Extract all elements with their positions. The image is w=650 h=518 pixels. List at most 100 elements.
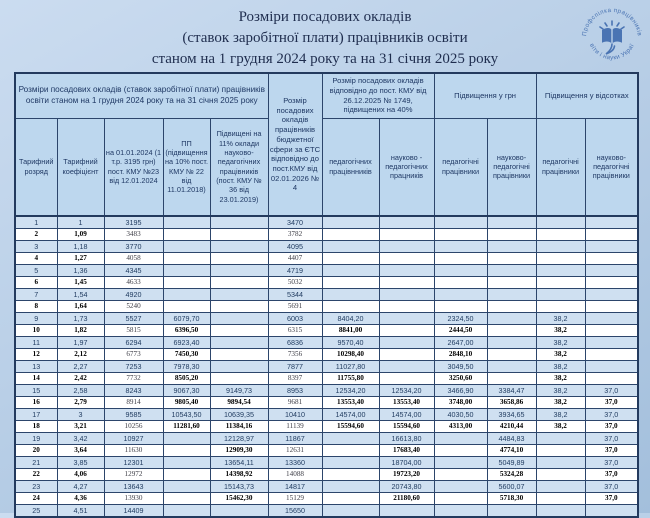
cell: 15143,73 [209, 480, 269, 493]
cell: 37,0 [584, 420, 639, 433]
cell [162, 264, 211, 277]
cell: 5324,28 [486, 468, 537, 481]
cell: 1,27 [56, 252, 105, 265]
cell: 3934,65 [486, 408, 537, 421]
cell: 1,54 [56, 288, 105, 301]
cell: 3,85 [56, 456, 105, 469]
cell [433, 264, 488, 277]
table-row: 10 1,82 5815 6396,50 6315 8841,00 2444,50 38,2 [14, 324, 639, 337]
cell: 2,58 [56, 384, 105, 397]
cell [535, 215, 586, 229]
group-header-kmu1749: Розмір посадових окладів відповідно до п… [321, 72, 435, 119]
cell: 1,82 [56, 324, 105, 337]
cell: 1,09 [56, 228, 105, 241]
cell: 5815 [103, 324, 164, 337]
cell: 6773 [103, 348, 164, 361]
cell [162, 504, 211, 518]
cell [209, 504, 269, 518]
cell: 12 [14, 348, 58, 361]
cell [584, 276, 639, 289]
cell [535, 444, 586, 457]
cell [209, 312, 269, 325]
table-body: 1 1 3195 3470 2 1,09 3483 3782 3 1,18 3770 4095 4 1,2… [14, 215, 639, 518]
cell: 9570,40 [321, 336, 380, 349]
cell: 17683,40 [378, 444, 435, 457]
table-row: 8 1,64 5240 5691 [14, 300, 639, 313]
cell [209, 252, 269, 265]
cell [209, 300, 269, 313]
cell: 11027,80 [321, 360, 380, 373]
table-row: 25 4,51 14409 15650 [14, 504, 639, 518]
cell: 2,79 [56, 396, 105, 409]
cell: 19 [14, 432, 58, 445]
cell [162, 228, 211, 241]
cell [433, 456, 488, 469]
book-flame-icon [599, 20, 625, 55]
cell: 14088 [267, 468, 323, 481]
table-row: 19 3,42 10927 12128,97 11867 16613,80 4484,83 3… [14, 432, 639, 445]
cell: 5049,89 [486, 456, 537, 469]
cell: 3658,86 [486, 396, 537, 409]
cell [378, 276, 435, 289]
cell [162, 252, 211, 265]
cell: 5344 [267, 288, 323, 301]
group-header-row: Розміри посадових окладів (ставок заробі… [14, 72, 639, 217]
cell [321, 504, 380, 518]
cell: 12631 [267, 444, 323, 457]
cell: 38,2 [535, 384, 586, 397]
cell: 1,36 [56, 264, 105, 277]
cell [584, 264, 639, 277]
cell: 38,2 [535, 360, 586, 373]
cell: 37,0 [584, 492, 639, 505]
cell: 3,21 [56, 420, 105, 433]
cell [378, 215, 435, 229]
cell [535, 300, 586, 313]
table-row: 9 1,73 5527 6079,70 6003 8404,20 2324,50 38,2 [14, 312, 639, 325]
cell: 4313,00 [433, 420, 488, 433]
cell [321, 252, 380, 265]
cell: 5240 [103, 300, 164, 313]
cell: 9 [14, 312, 58, 325]
column-header-salary-2024: на 01.01.2024 (1 т.р. 3195 грн) пост. КМ… [103, 117, 164, 217]
cell: 1,73 [56, 312, 105, 325]
cell: 38,2 [535, 312, 586, 325]
cell: 3 [56, 408, 105, 421]
cell: 11384,16 [209, 420, 269, 433]
column-header-uah-ped: педагогічні працівники [433, 117, 488, 217]
cell [162, 288, 211, 301]
cell: 3195 [103, 215, 164, 229]
cell [535, 432, 586, 445]
cell [486, 215, 537, 229]
cell [535, 456, 586, 469]
cell [321, 240, 380, 253]
cell: 11867 [267, 432, 323, 445]
cell: 6923,40 [162, 336, 211, 349]
cell: 10410 [267, 408, 323, 421]
cell [486, 264, 537, 277]
cell [162, 480, 211, 493]
cell: 4719 [267, 264, 323, 277]
cell [162, 240, 211, 253]
table-row: 23 4,27 13643 15143,73 14817 20743,80 5600,07 3… [14, 480, 639, 493]
cell: 1,45 [56, 276, 105, 289]
cell: 10256 [103, 420, 164, 433]
cell: 24 [14, 492, 58, 505]
cell: 4484,83 [486, 432, 537, 445]
cell [486, 348, 537, 361]
cell: 3,42 [56, 432, 105, 445]
cell: 13553,40 [321, 396, 380, 409]
cell [584, 300, 639, 313]
cell [486, 228, 537, 241]
cell: 6294 [103, 336, 164, 349]
cell: 5032 [267, 276, 323, 289]
cell [209, 240, 269, 253]
table-row: 18 3,21 10256 11281,60 11384,16 11139 15594,60… [14, 420, 639, 433]
cell: 15129 [267, 492, 323, 505]
cell: 10 [14, 324, 58, 337]
cell [535, 240, 586, 253]
cell [433, 215, 488, 229]
table-row: 13 2,27 7253 7978,30 7877 11027,80 3049,50 38,2 [14, 360, 639, 373]
cell [162, 432, 211, 445]
column-header-ped-40: педагогічних працівнників [321, 117, 380, 217]
table-row: 7 1,54 4920 5344 [14, 288, 639, 301]
